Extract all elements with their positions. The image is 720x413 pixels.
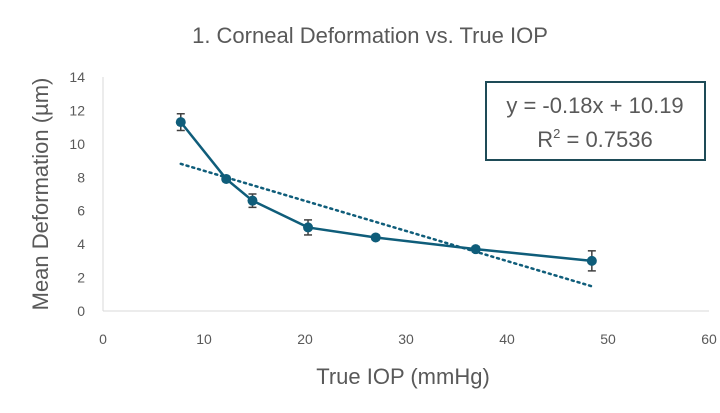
x-tick-label: 30	[398, 331, 414, 347]
data-point	[221, 173, 232, 184]
x-tick-label: 50	[600, 331, 616, 347]
data-point	[370, 232, 381, 243]
trendline-label-box: y = -0.18x + 10.19 R2 = 0.7536	[485, 81, 706, 161]
x-tick-label: 60	[701, 331, 717, 347]
trendline-equation: y = -0.18x + 10.19	[506, 93, 683, 118]
y-tick-label: 12	[69, 102, 85, 118]
data-point	[247, 195, 258, 206]
trendline	[179, 162, 594, 288]
x-axis-label: True IOP (mmHg)	[316, 364, 490, 389]
x-tick-label: 10	[196, 331, 212, 347]
y-tick-label: 2	[77, 270, 85, 286]
data-point	[586, 255, 597, 266]
x-tick-label: 0	[99, 331, 107, 347]
chart-title: 1. Corneal Deformation vs. True IOP	[192, 23, 548, 48]
data-point	[175, 117, 186, 128]
x-tick-label: 40	[499, 331, 515, 347]
r-squared: R2 = 0.7536	[537, 126, 653, 152]
y-tick-label: 10	[69, 136, 85, 152]
data-point	[303, 222, 314, 233]
y-axis-label: Mean Deformation (µm)	[28, 78, 53, 311]
y-tick-label: 0	[77, 303, 85, 319]
y-tick-label: 6	[77, 203, 85, 219]
data-point	[470, 244, 481, 255]
y-tick-label: 4	[77, 236, 85, 252]
y-tick-label: 14	[69, 69, 85, 85]
x-tick-label: 20	[297, 331, 313, 347]
y-tick-label: 8	[77, 169, 85, 185]
